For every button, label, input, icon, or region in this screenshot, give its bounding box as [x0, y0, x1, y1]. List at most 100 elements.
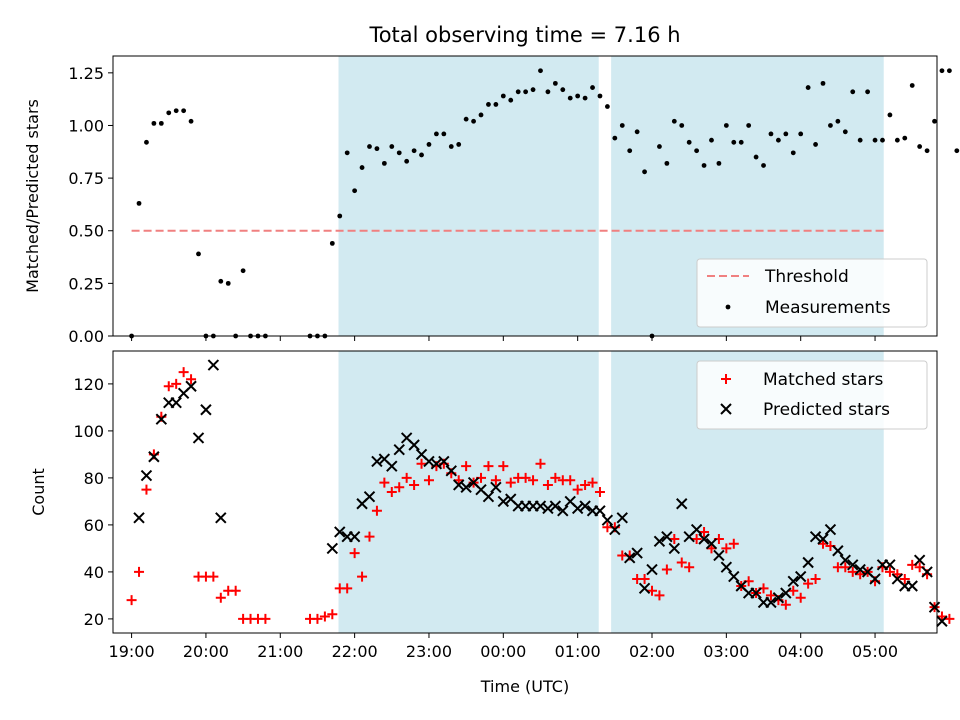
measurement-point — [389, 144, 395, 149]
measurement-point — [798, 131, 804, 137]
measurement-point — [887, 112, 893, 118]
predicted-star-point — [557, 505, 569, 517]
measurement-point — [761, 163, 766, 168]
matched-star-point — [676, 557, 687, 568]
matched-star-point — [654, 590, 665, 601]
predicted-star-point — [728, 570, 740, 583]
matched-star-point — [661, 564, 672, 575]
legend-label-measurements: Measurements — [765, 298, 891, 318]
measurement-point — [151, 120, 157, 126]
predicted-star-point — [363, 490, 376, 503]
measurement-point — [738, 139, 744, 145]
matched-star-point — [520, 472, 531, 483]
y-tick-label: 1.25 — [68, 64, 104, 83]
predicted-star-point — [601, 514, 614, 526]
measurement-point — [196, 251, 201, 257]
matched-star-point — [215, 592, 226, 603]
y-tick-label: 20 — [84, 610, 104, 629]
measurement-point — [909, 83, 915, 88]
matched-star-point — [765, 590, 776, 601]
x-tick-label: 23:00 — [406, 642, 452, 661]
measurement-point — [136, 200, 142, 206]
predicted-star-point — [423, 455, 435, 468]
legend-box — [696, 258, 928, 328]
measurement-point — [411, 148, 417, 154]
y-tick-label: 0.50 — [68, 222, 104, 241]
y-tick-label: 0.00 — [68, 327, 104, 346]
matched-star-point — [171, 378, 182, 389]
predicted-star-point — [534, 500, 547, 512]
predicted-star-point — [616, 512, 628, 524]
matched-star-point — [416, 458, 427, 469]
predicted-star-point — [185, 380, 197, 392]
measurement-point — [679, 123, 685, 128]
measurement-point — [166, 110, 172, 116]
matched-star-point — [342, 583, 353, 594]
matched-star-point — [409, 479, 420, 490]
measurement-point — [664, 160, 670, 166]
predicted-star-point — [148, 451, 160, 463]
predicted-star-point — [705, 537, 718, 550]
matched-star-point — [423, 475, 434, 486]
predicted-star-point — [772, 592, 785, 604]
matched-star-point — [134, 566, 145, 577]
measurement-point — [835, 118, 841, 124]
measurement-point — [575, 93, 581, 99]
legend-box — [696, 360, 928, 430]
measurement-point — [946, 68, 952, 74]
measurement-point — [686, 139, 692, 145]
predicted-star-point — [549, 500, 562, 512]
measurement-point — [352, 188, 358, 194]
measurement-point — [820, 80, 826, 86]
measurement-point — [865, 89, 871, 95]
measurement-point — [894, 137, 900, 143]
predicted-star-point — [698, 533, 710, 545]
y-tick-label: 0.25 — [68, 274, 104, 293]
x-tick-label: 00:00 — [480, 642, 526, 661]
measurement-point — [441, 131, 447, 137]
top-y-axis-label: Matched/Predicted stars — [23, 99, 42, 293]
bottom-panel: 19:00 20:00 21:00 22:00 23:00 00:00 01:00 02:00… — [29, 350, 955, 696]
matched-star-point — [944, 613, 955, 624]
x-tick-label: 05:00 — [852, 642, 898, 661]
matched-star-point — [699, 526, 710, 537]
matched-star-point — [319, 611, 330, 622]
y-tick-label: 60 — [84, 516, 104, 535]
measurement-point — [805, 85, 811, 90]
predicted-star-point — [661, 530, 673, 543]
measurement-point — [419, 152, 424, 158]
matched-star-point — [126, 595, 137, 606]
matched-star-point — [847, 566, 858, 577]
predicted-star-point — [326, 542, 339, 555]
predicted-star-point — [386, 460, 398, 472]
measurement-point — [605, 104, 610, 109]
measurement-point — [381, 160, 387, 166]
legend-label-threshold: Threshold — [764, 267, 849, 287]
measurement-point — [560, 87, 566, 93]
measurement-point — [790, 150, 796, 156]
predicted-star-point — [490, 481, 502, 494]
predicted-star-point — [200, 404, 212, 416]
y-tick-label: 40 — [84, 563, 104, 582]
measurement-point — [917, 144, 923, 149]
measurement-point — [471, 118, 476, 124]
measurement-point — [523, 89, 529, 95]
legend-label-predicted: Predicted stars — [763, 400, 890, 420]
matched-star-point — [186, 374, 197, 385]
measurement-point — [657, 144, 662, 149]
predicted-star-point — [393, 443, 405, 456]
predicted-star-point — [371, 455, 383, 468]
predicted-star-point — [720, 561, 733, 573]
matched-star-point — [357, 571, 368, 582]
measurement-point — [924, 148, 930, 154]
predicted-star-point — [155, 413, 168, 425]
measurement-point — [671, 118, 677, 124]
predicted-star-point — [817, 533, 829, 545]
matched-star-point — [349, 548, 360, 559]
x-tick-label: 19:00 — [109, 642, 155, 661]
y-tick-label: 120 — [73, 375, 104, 394]
top-legend: Threshold Measurements — [696, 258, 928, 328]
matched-star-point — [669, 534, 680, 544]
measurement-point — [783, 131, 789, 137]
